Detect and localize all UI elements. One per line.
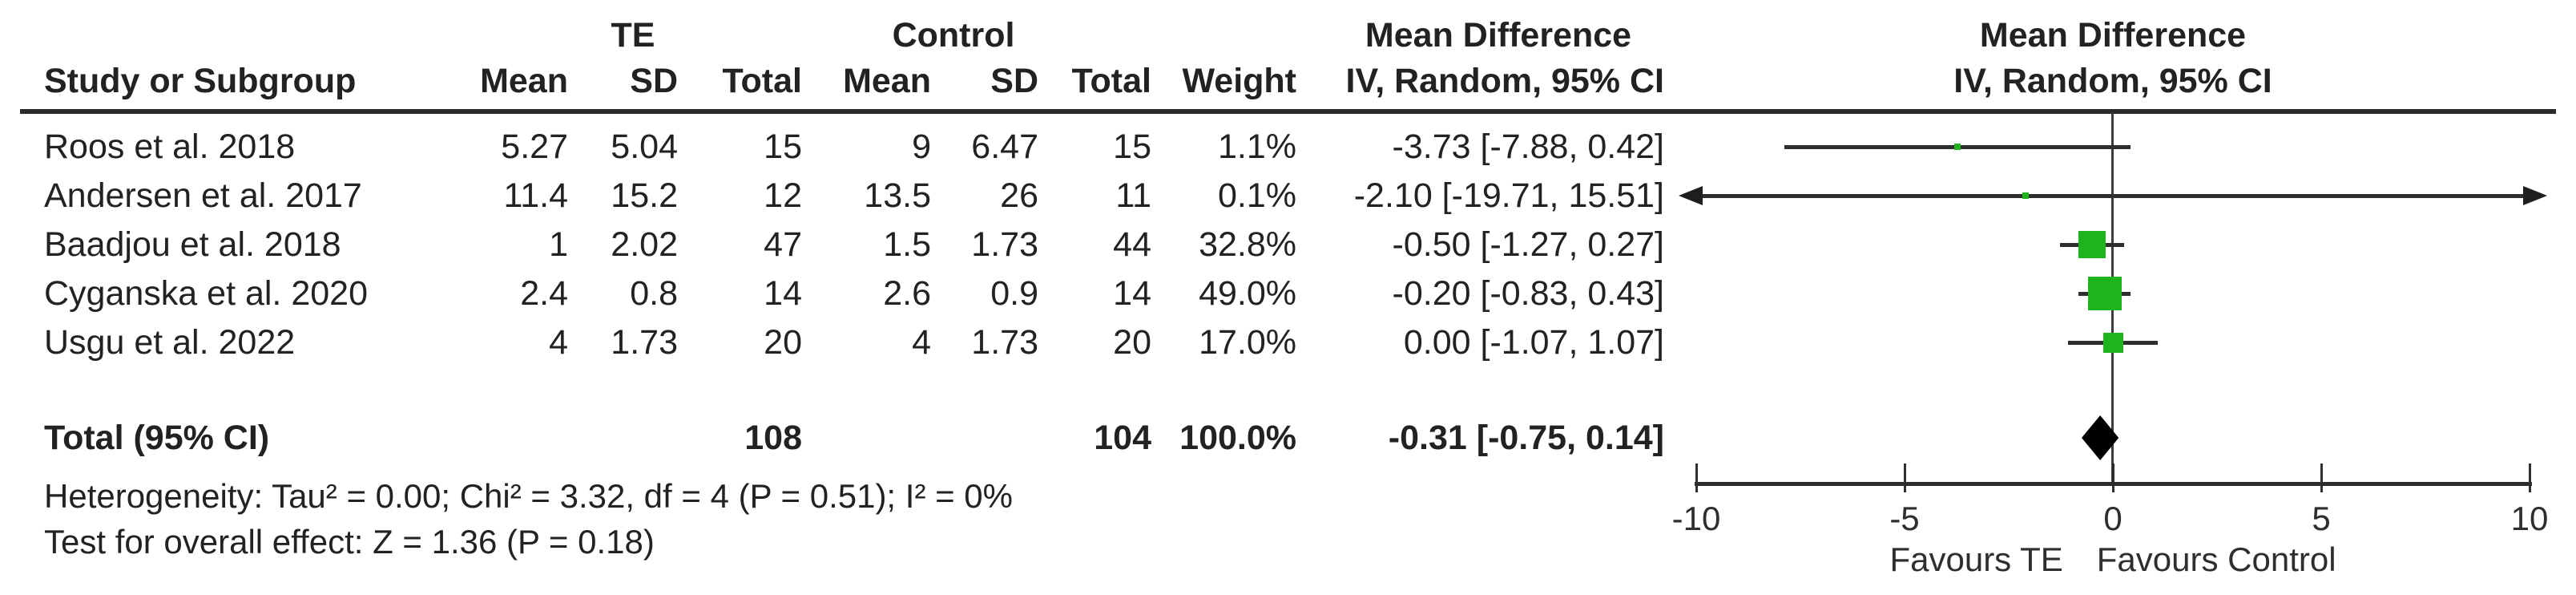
row-te-mean: 1 (549, 225, 568, 264)
col-header-study: Study or Subgroup (44, 62, 357, 100)
x-axis-tick (1904, 463, 1906, 492)
row-te-mean: 4 (549, 323, 568, 362)
row-c-sd: 0.9 (990, 274, 1038, 313)
heterogeneity-note: Heterogeneity: Tau² = 0.00; Chi² = 3.32,… (44, 477, 1013, 515)
favours-labels: Favours TE Favours Control (1889, 540, 2336, 579)
effect-size-square (2078, 231, 2106, 258)
row-te-sd: 15.2 (611, 176, 678, 215)
row-weight: 17.0% (1199, 323, 1296, 362)
row-study: Cyganska et al. 2020 (44, 274, 368, 313)
row-te-total: 14 (764, 274, 802, 313)
row-c-sd: 6.47 (971, 128, 1038, 166)
row-c-total: 11 (1115, 176, 1151, 215)
row-c-total: 14 (1113, 274, 1151, 313)
row-te-mean: 2.4 (520, 274, 568, 313)
col-header-c-sd: SD (990, 62, 1038, 100)
effect-size-square (2087, 277, 2122, 310)
x-axis-tick-label: -5 (1889, 500, 1920, 537)
row-c-sd: 1.73 (971, 225, 1038, 264)
row-c-mean: 1.5 (883, 225, 931, 264)
x-axis-tick-label: 5 (2312, 500, 2331, 537)
col-header-c-total: Total (1071, 62, 1151, 100)
effect-size-square (2022, 192, 2029, 199)
row-te-mean: 5.27 (501, 128, 568, 166)
row-te-sd: 5.04 (611, 128, 678, 166)
x-axis-tick-label: 0 (2103, 500, 2122, 537)
favours-left-label: Favours TE (1889, 540, 2063, 578)
overall-effect-note: Test for overall effect: Z = 1.36 (P = 0… (44, 523, 655, 561)
row-te-sd: 0.8 (630, 274, 678, 313)
row-c-total: 44 (1113, 225, 1151, 264)
row-ci: -0.20 [-0.83, 0.43] (1392, 274, 1664, 313)
row-weight: 0.1% (1217, 176, 1296, 215)
row-te-total: 47 (764, 225, 802, 264)
group-header-te: TE (611, 16, 655, 55)
col-header-te-mean: Mean (480, 62, 568, 100)
row-c-mean: 2.6 (883, 274, 931, 313)
row-study: Roos et al. 2018 (44, 128, 296, 166)
row-c-total: 15 (1113, 128, 1151, 166)
group-header-mean-difference: Mean Difference (1365, 16, 1632, 55)
ci-left-arrow (1679, 186, 1703, 205)
row-c-mean: 4 (912, 323, 931, 362)
x-axis-tick-label: 10 (2510, 500, 2549, 537)
row-ci: -3.73 [-7.88, 0.42] (1392, 128, 1664, 166)
x-axis-tick-label: -10 (1671, 500, 1721, 537)
row-c-sd: 26 (1000, 176, 1038, 215)
row-study: Usgu et al. 2022 (44, 323, 296, 362)
total-row-weight: 100.0% (1179, 419, 1296, 457)
row-c-sd: 1.73 (971, 323, 1038, 362)
row-c-mean: 13.5 (864, 176, 931, 215)
ci-line (1696, 194, 2530, 198)
effect-size-square (1954, 144, 1961, 150)
row-weight: 32.8% (1199, 225, 1296, 264)
row-ci: -2.10 [-19.71, 15.51] (1353, 176, 1664, 215)
ci-right-arrow (2523, 186, 2547, 205)
total-row-label: Total (95% CI) (44, 419, 270, 457)
x-axis-tick (2112, 463, 2114, 492)
row-study: Andersen et al. 2017 (44, 176, 362, 215)
row-c-total: 20 (1113, 323, 1151, 362)
row-ci: -0.50 [-1.27, 0.27] (1392, 225, 1664, 264)
plot-header-ci: IV, Random, 95% CI (1953, 62, 2272, 100)
row-te-total: 20 (764, 323, 802, 362)
x-axis-tick (2529, 463, 2531, 492)
total-row-te-total: 108 (744, 419, 802, 457)
row-weight: 49.0% (1199, 274, 1296, 313)
row-te-sd: 2.02 (611, 225, 678, 264)
row-c-mean: 9 (912, 128, 931, 166)
plot-header-mean-difference: Mean Difference (1979, 16, 2247, 55)
x-axis-tick (1695, 463, 1698, 492)
col-header-weight: Weight (1182, 62, 1296, 100)
col-header-te-total: Total (722, 62, 802, 100)
row-ci: 0.00 [-1.07, 1.07] (1403, 323, 1664, 362)
favours-right-label: Favours Control (2096, 540, 2336, 578)
row-te-total: 15 (764, 128, 802, 166)
group-header-control: Control (892, 16, 1015, 55)
x-axis-tick (2320, 463, 2323, 492)
col-header-te-sd: SD (630, 62, 678, 100)
row-weight: 1.1% (1217, 128, 1296, 166)
col-header-c-mean: Mean (843, 62, 931, 100)
col-header-ci: IV, Random, 95% CI (1345, 62, 1664, 100)
total-row-ci: -0.31 [-0.75, 0.14] (1388, 419, 1664, 457)
row-study: Baadjou et al. 2018 (44, 225, 341, 264)
header-divider-line (20, 109, 2556, 114)
total-row-c-total: 104 (1094, 419, 1151, 457)
row-te-total: 12 (764, 176, 802, 215)
effect-size-square (2102, 332, 2123, 353)
row-te-sd: 1.73 (611, 323, 678, 362)
row-te-mean: 11.4 (503, 176, 569, 215)
